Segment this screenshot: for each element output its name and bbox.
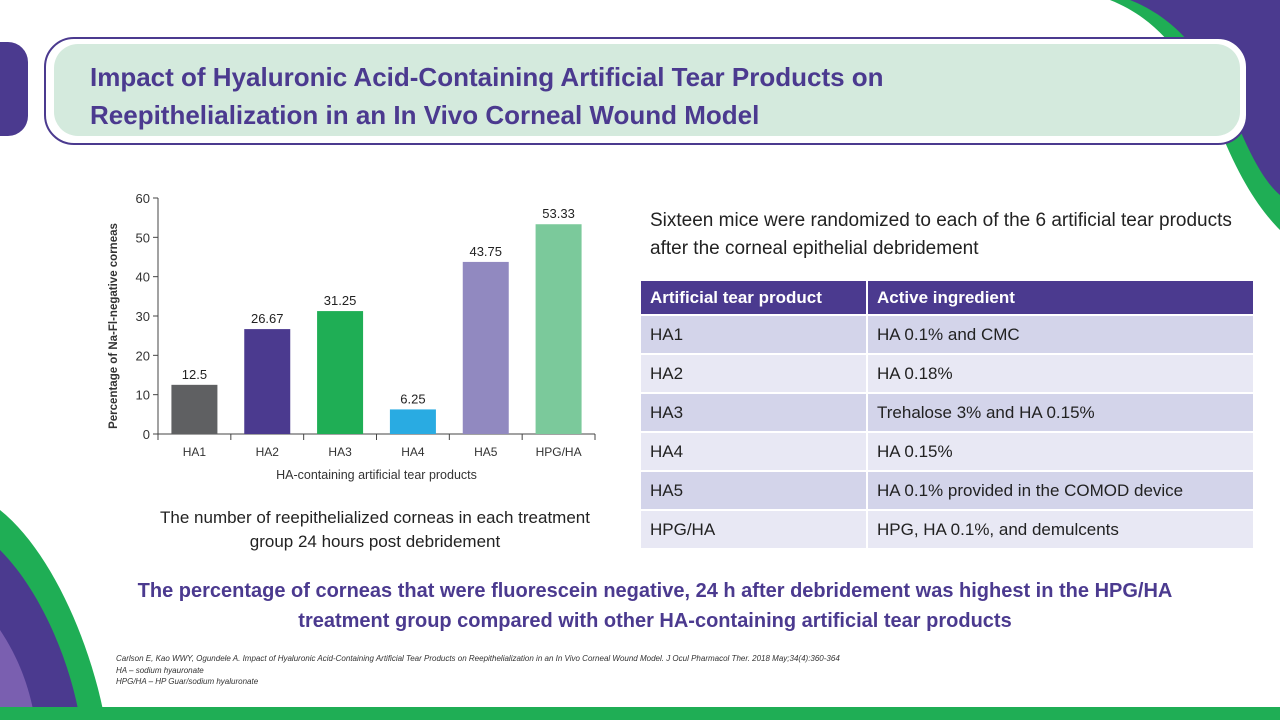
title-background [54,44,1240,136]
reference-citation: Carlson E, Kao WWY, Ogundele A. Impact o… [116,654,840,663]
bottom-left-decoration [0,510,105,720]
footer-bar [0,707,1280,720]
active-ingredient-cell: Trehalose 3% and HA 0.15% [866,392,1253,432]
table-row: HA5 HA 0.1% provided in the COMOD device [641,470,1253,510]
x-tick-label: HA3 [328,445,352,459]
references: Carlson E, Kao WWY, Ogundele A. Impact o… [116,653,840,688]
active-ingredient-cell: HA 0.1% provided in the COMOD device [866,470,1253,510]
data-label: 31.25 [324,293,357,308]
bar-ha5 [462,261,509,434]
left-tab-decoration [0,42,28,136]
product-cell: HA2 [641,353,867,393]
x-tick-label: HA2 [256,445,280,459]
bar-ha2 [244,329,291,434]
table-header-ingredient: Active ingredient [866,281,1253,315]
data-label: 6.25 [400,391,425,406]
abbreviation-ha: HA – sodium hyauronate [116,665,204,675]
data-label: 26.67 [251,311,284,326]
x-tick-label: HA4 [401,445,425,459]
data-label: 12.5 [182,367,207,382]
slide-title: Impact of Hyaluronic Acid-Containing Art… [90,62,884,130]
x-tick-label: HA5 [474,445,498,459]
x-tick-label: HA1 [183,445,207,459]
y-tick-label: 30 [136,309,150,324]
y-tick-label: 40 [136,270,150,285]
table-row: HPG/HA HPG, HA 0.1%, and demulcents [641,509,1253,548]
active-ingredient-cell: HA 0.1% and CMC [866,314,1253,354]
y-tick-label: 60 [136,191,150,206]
y-tick-label: 10 [136,388,150,403]
active-ingredient-cell: HA 0.15% [866,431,1253,471]
product-cell: HA3 [641,392,867,432]
x-axis-title: HA-containing artificial tear products [276,468,477,482]
active-ingredient-cell: HA 0.18% [866,353,1253,393]
y-tick-label: 0 [143,427,150,442]
product-cell: HA5 [641,470,867,510]
table-row: HA1 HA 0.1% and CMC [641,314,1253,354]
table-row: HA4 HA 0.15% [641,431,1253,471]
bar-hpg-ha [535,224,582,434]
chart-caption: The number of reepithelialized corneas i… [160,508,590,551]
active-ingredient-cell: HPG, HA 0.1%, and demulcents [866,509,1253,548]
product-cell: HPG/HA [641,509,867,548]
bar-ha4 [389,409,436,434]
table-row: HA3 Trehalose 3% and HA 0.15% [641,392,1253,432]
abbreviation-hpg-ha: HPG/HA – HP Guar/sodium hyaluronate [116,677,259,686]
x-tick-label: HPG/HA [536,445,582,459]
y-tick-label: 50 [136,230,150,245]
bar-ha1 [171,384,218,434]
y-tick-label: 20 [136,348,150,363]
conclusion-text: The percentage of corneas that were fluo… [137,580,1173,632]
table-row: HA2 HA 0.18% [641,353,1253,393]
y-axis-title: Percentage of Na-Fl-negative corneas [108,223,120,429]
bar-chart: 0 10 20 30 40 50 60 12.5 HA1 26.67 HA2 31.25 HA3 6.25… [108,191,596,482]
table-header-product: Artificial tear product [641,281,867,315]
study-description: Sixteen mice were randomized to each of … [650,210,1232,259]
product-cell: HA1 [641,314,867,354]
data-label: 53.33 [542,206,575,221]
products-table: Artificial tear product Active ingredien… [641,281,1253,548]
product-cell: HA4 [641,431,867,471]
data-label: 43.75 [469,244,502,259]
bar-ha3 [317,311,364,434]
